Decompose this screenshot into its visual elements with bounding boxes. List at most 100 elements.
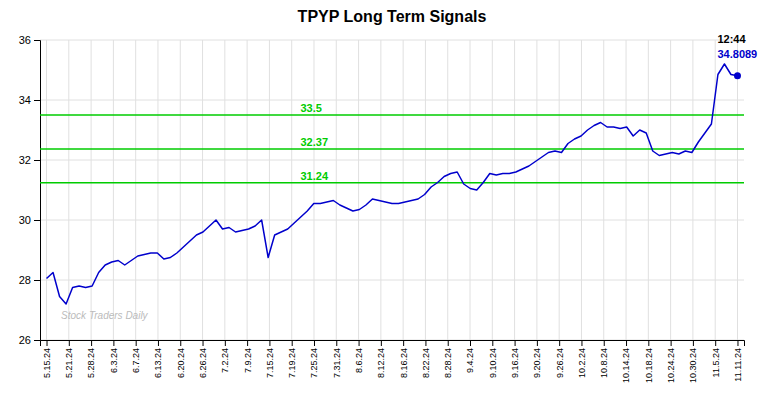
grid-line-x bbox=[224, 40, 225, 340]
grid-line-x bbox=[157, 40, 158, 340]
x-tick-mark bbox=[693, 340, 694, 346]
x-tick-mark bbox=[158, 340, 159, 346]
y-tick-mark bbox=[34, 100, 40, 101]
x-tick-label: 8.28.24 bbox=[443, 348, 453, 378]
grid-line-y bbox=[40, 280, 744, 281]
reference-line-label: 32.37 bbox=[300, 136, 328, 148]
grid-line-x bbox=[447, 40, 448, 340]
y-tick-label: 32 bbox=[19, 154, 31, 166]
x-tick-label: 10.2.24 bbox=[577, 348, 587, 378]
reference-line-label: 33.5 bbox=[300, 102, 321, 114]
annotation: 12:44 bbox=[717, 33, 746, 45]
y-tick-mark bbox=[34, 40, 40, 41]
x-tick-mark bbox=[203, 340, 204, 346]
chart: 2628303234365.15.24 5.21.24 5.28.24 6.3.24 6… bbox=[0, 0, 784, 398]
grid-line-x bbox=[202, 40, 203, 340]
texts: 31.2432.3733.5Stock Traders Daily12:4434… bbox=[61, 33, 757, 321]
x-tick-label: 10.14.24 bbox=[621, 348, 631, 383]
grid-line-x bbox=[113, 40, 114, 340]
x-tick-mark bbox=[269, 340, 270, 346]
x-tick: 6.13.24 bbox=[153, 340, 163, 378]
y-tick-mark bbox=[34, 340, 40, 341]
x-tick-label: 7.15.24 bbox=[265, 348, 275, 378]
x-tick: 8.16.24 bbox=[399, 340, 409, 378]
x-tick: 7.31.24 bbox=[332, 340, 342, 378]
x-tick: 5.28.24 bbox=[86, 340, 96, 378]
x-tick-label: 8.22.24 bbox=[421, 348, 431, 378]
grid-line-x bbox=[425, 40, 426, 340]
x-tick: 10.24.24 bbox=[666, 340, 676, 383]
x-tick: 9.16.24 bbox=[510, 340, 520, 378]
y-tick-mark bbox=[34, 220, 40, 221]
x-tick-mark bbox=[425, 340, 426, 346]
reference-line bbox=[40, 114, 744, 116]
x-tick: 6.26.24 bbox=[198, 340, 208, 378]
x-tick: 5.15.24 bbox=[42, 340, 52, 378]
grid-line-x bbox=[269, 40, 270, 340]
x-tick-mark bbox=[381, 340, 382, 346]
grid-line-x bbox=[247, 40, 248, 340]
grid-line-y bbox=[40, 220, 744, 221]
x-tick-label: 9.26.24 bbox=[555, 348, 565, 378]
grid-line-y bbox=[40, 160, 744, 161]
watermark: Stock Traders Daily bbox=[61, 310, 149, 321]
x-tick-mark bbox=[247, 340, 248, 346]
x-tick-label: 9.10.24 bbox=[488, 348, 498, 378]
x-axis: 5.15.24 5.21.24 5.28.24 6.3.24 6.7.24 6.13.24… bbox=[41, 340, 745, 383]
y-tick: 26 bbox=[19, 334, 40, 346]
grid-line-x bbox=[581, 40, 582, 340]
x-tick: 7.15.24 bbox=[265, 340, 275, 378]
y-axis: 262830323436 bbox=[19, 34, 41, 346]
grid-line-x bbox=[737, 40, 738, 340]
x-tick-label: 7.25.24 bbox=[309, 348, 319, 378]
reference-line bbox=[40, 148, 744, 150]
x-tick: 8.12.24 bbox=[376, 340, 386, 378]
x-tick-label: 8.6.24 bbox=[354, 348, 364, 373]
x-tick-label: 11.5.24 bbox=[711, 348, 721, 377]
grid-line-y bbox=[40, 40, 744, 41]
x-tick: 11.11.24 bbox=[733, 340, 743, 382]
grid-line-x bbox=[313, 40, 314, 340]
x-tick-mark bbox=[359, 340, 360, 346]
chart-title: TPYP Long Term Signals bbox=[298, 8, 487, 25]
grid-line-x bbox=[291, 40, 292, 340]
y-tick: 36 bbox=[19, 34, 40, 46]
x-tick-label: 5.15.24 bbox=[42, 348, 52, 378]
y-tick-label: 26 bbox=[19, 334, 31, 346]
x-tick: 10.2.24 bbox=[577, 340, 587, 378]
x-tick-label: 10.18.24 bbox=[644, 348, 654, 383]
x-tick-label: 5.21.24 bbox=[64, 348, 74, 378]
x-tick-label: 6.7.24 bbox=[131, 348, 141, 373]
x-tick: 6.7.24 bbox=[131, 340, 141, 373]
x-tick-mark bbox=[91, 340, 92, 346]
x-tick-mark bbox=[448, 340, 449, 346]
grid-line-x bbox=[91, 40, 92, 340]
x-tick-mark bbox=[515, 340, 516, 346]
x-tick-mark bbox=[715, 340, 716, 346]
x-tick-label: 7.31.24 bbox=[332, 348, 342, 378]
x-tick-mark bbox=[581, 340, 582, 346]
grid-line-x bbox=[336, 40, 337, 340]
x-tick-mark bbox=[559, 340, 560, 346]
x-tick: 7.25.24 bbox=[309, 340, 319, 378]
x-tick-label: 10.24.24 bbox=[666, 348, 676, 383]
plot-area bbox=[40, 64, 744, 304]
grid-line-x bbox=[603, 40, 604, 340]
grid-line-x bbox=[559, 40, 560, 340]
x-axis-line bbox=[41, 341, 745, 347]
grid-line-x bbox=[358, 40, 359, 340]
x-tick-label: 9.20.24 bbox=[532, 348, 542, 378]
x-tick-label: 6.20.24 bbox=[176, 348, 186, 378]
x-tick-label: 10.30.24 bbox=[688, 348, 698, 383]
reference-line bbox=[40, 182, 744, 184]
grid bbox=[40, 40, 744, 340]
x-tick-mark bbox=[292, 340, 293, 346]
x-tick-mark bbox=[492, 340, 493, 346]
x-tick-mark bbox=[403, 340, 404, 346]
x-tick-label: 5.28.24 bbox=[86, 348, 96, 378]
y-tick-mark bbox=[34, 280, 40, 281]
grid-line-x bbox=[135, 40, 136, 340]
x-tick-label: 6.3.24 bbox=[109, 348, 119, 373]
x-tick-mark bbox=[314, 340, 315, 346]
grid-line-x bbox=[536, 40, 537, 340]
